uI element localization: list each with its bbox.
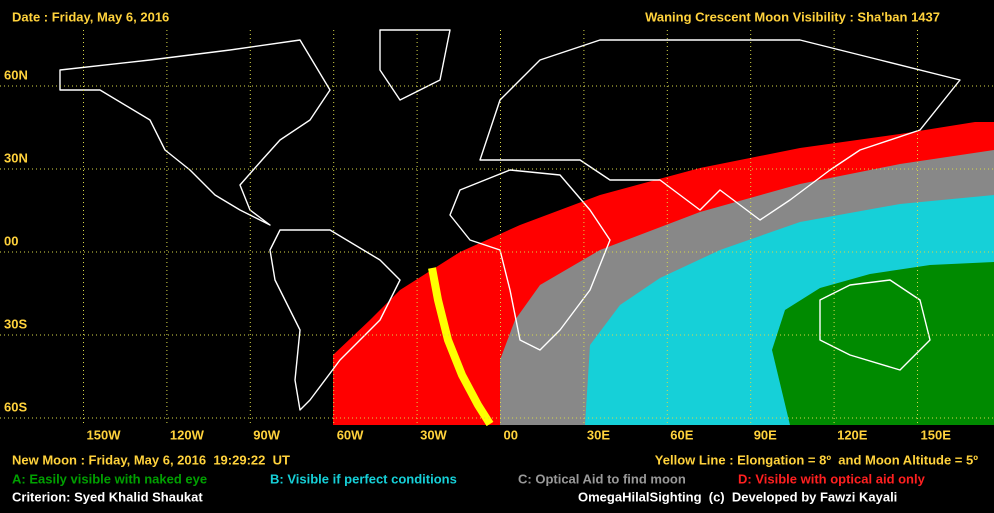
australia xyxy=(819,279,931,371)
latitude-label: 00 xyxy=(4,233,18,248)
date: Date : Friday, May 6, 2016 xyxy=(12,9,169,24)
longitude-label: 00 xyxy=(504,427,518,442)
latitude-label: 30N xyxy=(4,150,28,165)
longitude-label: 120W xyxy=(170,427,205,442)
longitude-label: 30W xyxy=(420,427,447,442)
longitude-label: 150W xyxy=(87,427,122,442)
yellow-line xyxy=(428,267,494,427)
africa xyxy=(449,169,611,351)
longitude-label: 30E xyxy=(587,427,610,442)
legend-a: A: Easily visible with naked eye xyxy=(12,471,207,486)
longitude-label: 90E xyxy=(754,427,777,442)
title: Waning Crescent Moon Visibility : Sha'ba… xyxy=(645,9,940,24)
legend-b: B: Visible if perfect conditions xyxy=(270,471,457,486)
graticule: 60N 30N 00 30S 60S 150W 120W 90W 60W 30W 00 30E 60E 9… xyxy=(0,30,994,442)
greenland xyxy=(379,29,451,101)
longitude-label: 150E xyxy=(921,427,952,442)
eurasia xyxy=(479,39,961,221)
legend-c: C: Optical Aid to find moon xyxy=(518,471,686,486)
zone-a xyxy=(772,262,994,425)
credit: OmegaHilalSighting (c) Developed by Fawz… xyxy=(578,489,897,504)
new-moon: New Moon : Friday, May 6, 2016 19:29:22 … xyxy=(12,452,290,467)
longitude-label: 90W xyxy=(253,427,280,442)
latitude-label: 60S xyxy=(4,399,27,414)
longitude-label: 120E xyxy=(837,427,868,442)
longitude-label: 60W xyxy=(337,427,364,442)
yellow-line-note: Yellow Line : Elongation = 8º and Moon A… xyxy=(655,452,978,467)
legend-d: D: Visible with optical aid only xyxy=(738,471,926,486)
visibility-zones xyxy=(333,122,994,427)
latitude-label: 60N xyxy=(4,67,28,82)
latitude-label: 30S xyxy=(4,316,27,331)
south-america xyxy=(269,229,401,411)
criterion: Criterion: Syed Khalid Shaukat xyxy=(12,489,203,504)
longitude-label: 60E xyxy=(670,427,693,442)
